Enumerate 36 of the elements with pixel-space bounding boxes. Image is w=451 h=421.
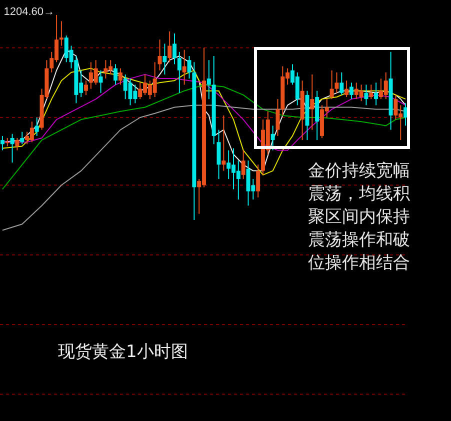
candlestick [187,56,192,80]
candlestick [0,135,4,151]
candlestick [256,164,260,198]
candlestick [270,125,275,151]
candlestick [15,138,20,151]
candlestick [222,114,226,172]
text: 现货黄金1小时图 [58,341,188,363]
candlestick [349,82,354,100]
candlestick [177,51,182,94]
candlestick [310,74,314,130]
candlestick [340,72,344,96]
candlestick [330,70,334,100]
candlestick [344,80,349,98]
candlestick [162,43,167,75]
candlestick [10,133,14,164]
candlestick [369,84,374,100]
annotation: 金价持续宽幅震荡，均线积聚区间内保持震荡操作和破位操作相结合 [308,160,411,275]
candlestick [172,32,177,65]
candlestick [216,129,221,180]
candlestick [168,30,172,63]
candlestick [34,117,39,136]
annotation: 1204.60→ [4,6,55,18]
candlestick [276,98,280,136]
candlestick [158,39,162,71]
candlestick [334,72,339,94]
candlestick [114,64,118,86]
candlestick [364,84,368,106]
candlestick [118,68,122,86]
candlestick [182,49,186,86]
candlestick [98,70,103,94]
candlestick [241,150,246,180]
candlestick [84,80,88,96]
candlestick [20,131,24,145]
candlestick [59,20,64,46]
candlestick [374,82,378,106]
candlestick [206,60,211,100]
